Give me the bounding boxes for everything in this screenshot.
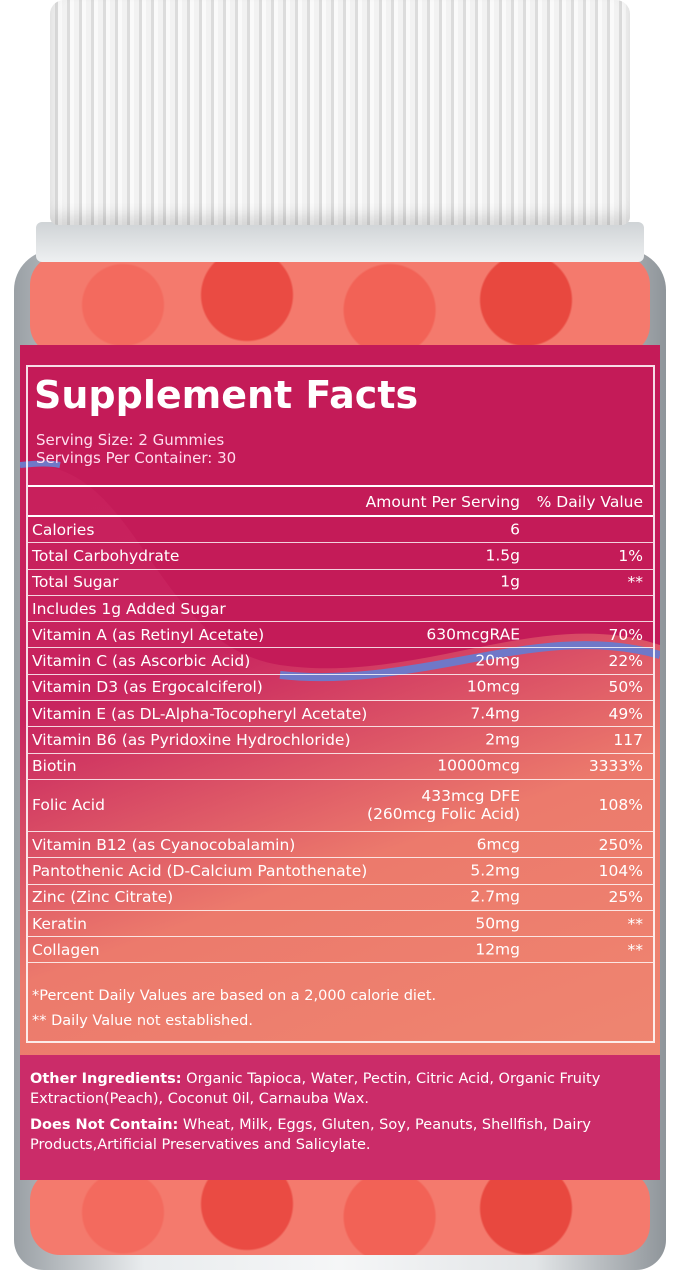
nutrient-amount: 20mg xyxy=(475,651,520,670)
table-row: Collagen 12mg ** xyxy=(28,937,653,964)
table-header: Amount Per Serving % Daily Value xyxy=(28,485,653,517)
nutrient-amount: 6 xyxy=(510,520,520,539)
table-row: Vitamin B12 (as Cyanocobalamin) 6mcg 250% xyxy=(28,832,653,859)
nutrient-name: Vitamin B12 (as Cyanocobalamin) xyxy=(32,835,296,854)
footnote-dv: *Percent Daily Values are based on a 2,0… xyxy=(32,988,437,1004)
dv-header: % Daily Value xyxy=(536,493,643,511)
facts-box xyxy=(26,365,655,1043)
nutrient-amount: 630mcgRAE xyxy=(426,625,520,644)
nutrient-dv: 1% xyxy=(618,546,643,565)
facts-table: Calories 6 Total Carbohydrate 1.5g 1% Total S… xyxy=(28,517,653,964)
nutrient-name: Keratin xyxy=(32,914,88,933)
nutrient-dv: 22% xyxy=(608,652,643,671)
nutrient-dv: 25% xyxy=(608,888,643,907)
table-row: Keratin 50mg ** xyxy=(28,911,653,938)
nutrient-name: Vitamin C (as Ascorbic Acid) xyxy=(32,652,251,671)
amount-line: 433mcg DFE xyxy=(421,787,520,806)
nutrient-name: Pantothenic Acid (D-Calcium Pantothenate… xyxy=(32,861,368,880)
table-row: Folic Acid 433mcg DFE (260mcg Folic Acid) 1… xyxy=(28,780,653,832)
nutrient-dv: 70% xyxy=(608,625,643,644)
nutrient-dv: ** xyxy=(627,914,644,933)
label-title: Supplement Facts xyxy=(34,373,419,417)
footnote-not-established: ** Daily Value not established. xyxy=(32,1013,253,1029)
table-row: Zinc (Zinc Citrate) 2.7mg 25% xyxy=(28,885,653,911)
bottle-cap xyxy=(50,0,630,225)
nutrient-dv: 50% xyxy=(608,678,643,697)
nutrient-dv: 3333% xyxy=(588,757,643,776)
table-row: Includes 1g Added Sugar xyxy=(28,596,653,623)
table-row: Pantothenic Acid (D-Calcium Pantothenate… xyxy=(28,858,653,885)
gummies-top xyxy=(30,255,650,355)
table-row: Vitamin B6 (as Pyridoxine Hydrochloride)… xyxy=(28,727,653,754)
supplement-label: Supplement Facts Serving Size: 2 Gummies… xyxy=(20,345,660,1180)
table-row: Calories 6 xyxy=(28,517,653,544)
amount-header: Amount Per Serving xyxy=(365,493,520,511)
nutrient-dv: ** xyxy=(627,573,644,592)
nutrient-amount: 12mg xyxy=(475,940,520,959)
nutrient-dv: 104% xyxy=(598,861,643,880)
table-row: Vitamin A (as Retinyl Acetate) 630mcgRAE 7… xyxy=(28,622,653,649)
nutrient-name: Vitamin A (as Retinyl Acetate) xyxy=(32,625,265,644)
nutrient-dv: 117 xyxy=(613,731,643,750)
does-not-contain: Does Not Contain: Wheat, Milk, Eggs, Glu… xyxy=(30,1117,592,1153)
nutrient-name: Total Carbohydrate xyxy=(32,546,180,565)
nutrient-name: Vitamin B6 (as Pyridoxine Hydrochloride) xyxy=(32,731,351,750)
nutrient-name: Folic Acid xyxy=(32,796,105,815)
nutrient-amount: 7.4mg xyxy=(470,704,520,723)
nutrient-name: Vitamin D3 (as Ergocalciferol) xyxy=(32,678,263,697)
table-row: Vitamin C (as Ascorbic Acid) 20mg 22% xyxy=(28,648,653,675)
nutrient-name: Total Sugar xyxy=(32,573,119,592)
nutrient-name: Vitamin E (as DL-Alpha-Tocopheryl Acetat… xyxy=(32,704,368,723)
table-row: Total Sugar 1g ** xyxy=(28,570,653,596)
label-wave-decoration xyxy=(20,345,660,682)
table-row: Vitamin D3 (as Ergocalciferol) 10mcg 50% xyxy=(28,675,653,702)
nutrient-amount: 10mcg xyxy=(466,677,520,696)
bottle-neck xyxy=(36,222,644,262)
nutrient-dv: 49% xyxy=(608,704,643,723)
nutrient-amount: 6mcg xyxy=(476,835,520,854)
nutrient-dv: 250% xyxy=(598,835,643,854)
nutrient-amount: 433mcg DFE (260mcg Folic Acid) xyxy=(367,788,520,822)
nutrient-amount: 1.5g xyxy=(485,546,521,565)
amount-line: (260mcg Folic Acid) xyxy=(367,804,520,823)
nutrient-dv: 108% xyxy=(598,796,643,815)
nutrient-amount: 50mg xyxy=(475,913,520,932)
servings-per-container: Servings Per Container: 30 xyxy=(36,449,237,467)
ingredients-section: Other Ingredients: Organic Tapioca, Wate… xyxy=(20,1055,660,1180)
nutrient-name: Collagen xyxy=(32,940,100,959)
nutrient-amount: 1g xyxy=(500,572,520,591)
nutrient-amount: 5.2mg xyxy=(470,861,520,880)
nutrient-amount: 10000mcg xyxy=(437,756,520,775)
nutrient-name: Includes 1g Added Sugar xyxy=(32,599,226,618)
table-row: Biotin 10000mcg 3333% xyxy=(28,754,653,780)
nutrient-name: Calories xyxy=(32,520,95,539)
nutrient-amount: 2.7mg xyxy=(470,887,520,906)
nutrient-amount: 2mg xyxy=(485,730,520,749)
nutrient-name: Zinc (Zinc Citrate) xyxy=(32,888,174,907)
gummies-bottom xyxy=(30,1170,650,1255)
nutrient-dv: ** xyxy=(627,940,644,959)
nutrient-name: Biotin xyxy=(32,757,77,776)
serving-size: Serving Size: 2 Gummies xyxy=(36,431,225,449)
table-row: Vitamin E (as DL-Alpha-Tocopheryl Acetat… xyxy=(28,701,653,728)
other-ingredients: Other Ingredients: Organic Tapioca, Wate… xyxy=(30,1071,601,1107)
table-row: Total Carbohydrate 1.5g 1% xyxy=(28,543,653,570)
